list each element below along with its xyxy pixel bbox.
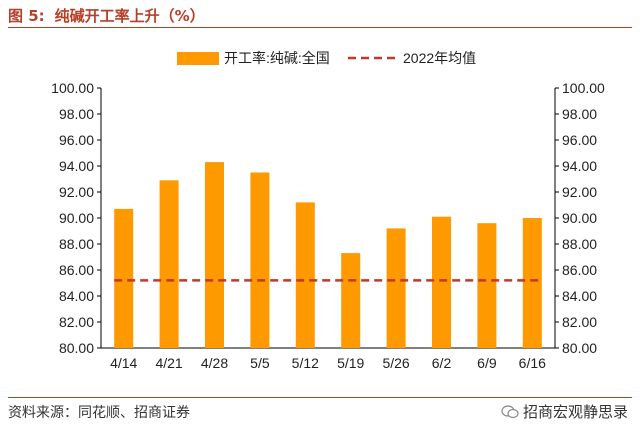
x-tick-label: 4/21 [155, 355, 182, 371]
y-tick-label-right: 90.00 [562, 210, 597, 226]
y-tick-label-left: 96.00 [59, 132, 94, 148]
chart: 80.00 80.00 82.00 82.00 84.00 84.00 86.00 86.00… [51, 50, 605, 371]
bar [522, 218, 542, 348]
y-tick-label-left: 84.00 [59, 288, 94, 304]
x-tick-label: 6/2 [432, 355, 452, 371]
x-tick-label: 4/28 [201, 355, 228, 371]
figure-header: 图 5: 纯碱开工率上升（%） [8, 4, 632, 26]
y-tick-label-right: 88.00 [562, 236, 597, 252]
y-tick-label-right: 86.00 [562, 262, 597, 278]
y-tick-label-right: 82.00 [562, 314, 597, 330]
watermark-text: 招商宏观静思录 [522, 403, 628, 421]
source-note: 资料来源：同花顺、招商证券 [8, 405, 190, 421]
x-tick-label: 5/26 [382, 355, 409, 371]
x-tick-label: 6/16 [519, 355, 546, 371]
bar [250, 172, 270, 348]
legend-label-line: 2022年均值 [403, 50, 476, 66]
y-tick-label-left: 86.00 [59, 262, 94, 278]
y-tick-label-left: 82.00 [59, 314, 94, 330]
bar [114, 208, 134, 348]
wechat-icon [501, 404, 519, 418]
legend-swatch-bar [177, 52, 219, 65]
y-tick-label-right: 98.00 [562, 106, 597, 122]
y-tick-label-right: 96.00 [562, 132, 597, 148]
bar [386, 228, 406, 348]
y-tick-label-right: 80.00 [562, 340, 597, 356]
footer-rule [8, 397, 632, 398]
bar [477, 223, 497, 348]
y-tick-label-left: 88.00 [59, 236, 94, 252]
x-tick-label: 5/5 [250, 355, 270, 371]
bar [432, 216, 451, 348]
figure-title: 纯碱开工率上升（%） [54, 6, 205, 25]
x-tick-label: 5/19 [337, 355, 364, 371]
y-tick-label-left: 94.00 [59, 158, 94, 174]
bar [295, 202, 315, 348]
bar [205, 162, 224, 348]
y-tick-label-right: 84.00 [562, 288, 597, 304]
y-tick-label-right: 100.00 [562, 80, 605, 96]
figure-label: 图 5: [8, 6, 45, 25]
y-tick-label-left: 98.00 [59, 106, 94, 122]
bar [341, 253, 361, 348]
x-tick-label: 6/9 [477, 355, 497, 371]
x-tick-label: 5/12 [292, 355, 319, 371]
x-tick-label: 4/14 [110, 355, 137, 371]
y-tick-label-left: 92.00 [59, 184, 94, 200]
header-rule [8, 27, 632, 28]
y-tick-label-right: 92.00 [562, 184, 597, 200]
y-tick-label-left: 80.00 [59, 340, 94, 356]
y-tick-label-left: 100.00 [51, 80, 94, 96]
legend-label-bar: 开工率:纯碱:全国 [224, 50, 330, 66]
y-tick-label-left: 90.00 [59, 210, 94, 226]
watermark: 招商宏观静思录 [501, 401, 628, 422]
bar [159, 180, 179, 348]
y-tick-label-right: 94.00 [562, 158, 597, 174]
